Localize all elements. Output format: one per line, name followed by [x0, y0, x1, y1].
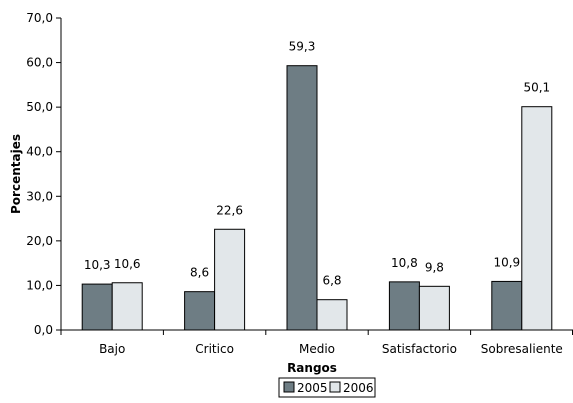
bars	[82, 66, 552, 330]
y-tick-label: 50,0	[26, 100, 53, 114]
y-tick-label: 30,0	[26, 189, 53, 203]
category-labels: Bajo Critico Medio Satisfactorio Sobresalien…	[61, 330, 573, 356]
data-label: 9,8	[425, 260, 444, 274]
category-label: Medio	[299, 342, 335, 356]
bar-2006-satisfactorio	[419, 286, 449, 330]
y-tick-label: 20,0	[26, 234, 53, 248]
legend-swatch-2005	[284, 382, 294, 392]
y-tick-label: 70,0	[26, 11, 53, 25]
category-label: Satisfactorio	[382, 342, 457, 356]
bar-2005-satisfactorio	[389, 282, 419, 330]
legend-swatch-2006	[330, 382, 340, 392]
bar-2005-sobresaliente	[492, 281, 522, 330]
data-label: 22,6	[216, 203, 243, 217]
data-label: 8,6	[190, 266, 209, 280]
y-tick-label: 40,0	[26, 145, 53, 159]
category-label: Sobresaliente	[481, 342, 563, 356]
data-label: 6,8	[322, 274, 341, 288]
data-label: 10,3	[84, 258, 111, 272]
y-axis-title: Porcentajes	[9, 134, 23, 214]
legend-label-2005: 2005	[297, 381, 328, 395]
bar-2005-medio	[287, 66, 317, 330]
data-label: 59,3	[289, 40, 316, 54]
data-label: 10,8	[391, 256, 418, 270]
category-label: Critico	[195, 342, 234, 356]
legend: 2005 2006	[279, 378, 375, 397]
data-label: 10,6	[114, 257, 141, 271]
y-tick-label: 0,0	[34, 323, 53, 337]
bar-2006-medio	[317, 300, 347, 330]
y-axis-ticks: 0,0 10,0 20,0 30,0 40,0 50,0 60,0 70,0	[26, 11, 61, 337]
bar-2005-bajo	[82, 284, 112, 330]
bar-2005-critico	[185, 292, 215, 330]
data-label: 10,9	[493, 255, 520, 269]
legend-label-2006: 2006	[343, 381, 374, 395]
y-tick-label: 10,0	[26, 278, 53, 292]
bar-2006-sobresaliente	[522, 107, 552, 330]
x-axis-title: Rangos	[287, 361, 337, 375]
bar-2006-critico	[215, 229, 245, 330]
y-tick-label: 60,0	[26, 56, 53, 70]
category-label: Bajo	[99, 342, 125, 356]
bar-2006-bajo	[112, 283, 142, 330]
data-label: 50,1	[523, 81, 550, 95]
